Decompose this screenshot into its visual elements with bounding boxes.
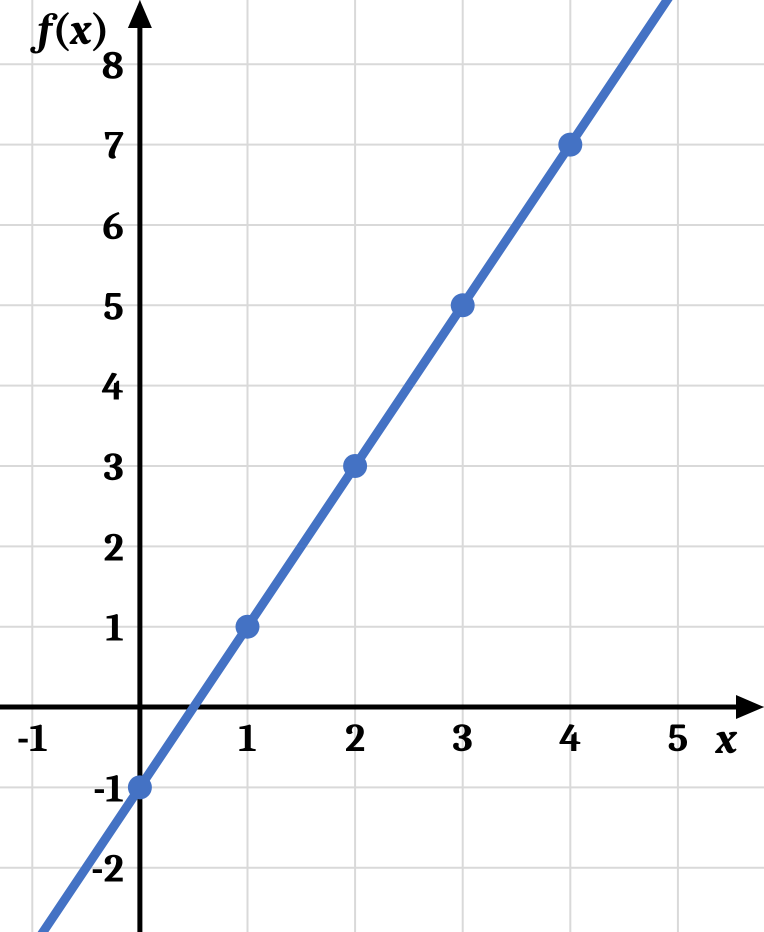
- x-axis-label: x: [715, 713, 738, 764]
- y-tick-label: 3: [104, 444, 124, 490]
- y-tick-label: 5: [103, 283, 124, 329]
- y-tick-label: 6: [102, 203, 124, 249]
- y-tick-label: -2: [91, 846, 124, 892]
- x-tick-label: -1: [17, 715, 48, 761]
- y-tick-label: 7: [104, 123, 124, 169]
- x-tick-label: 3: [453, 715, 473, 761]
- x-tick-label: 5: [668, 715, 689, 761]
- y-tick-label: 1: [106, 605, 124, 651]
- y-tick-label: 2: [104, 524, 124, 570]
- x-tick-label: 4: [559, 715, 581, 761]
- y-tick-label: -1: [93, 765, 124, 811]
- x-tick-label: 2: [345, 715, 365, 761]
- x-tick-label: 1: [238, 715, 256, 761]
- linear-function-chart: -112345-2-112345678f(x)x: [0, 0, 764, 932]
- y-tick-label: 4: [102, 364, 124, 410]
- chart-svg: -112345-2-112345678f(x)x: [0, 0, 764, 932]
- y-axis-label: f(x): [30, 4, 110, 55]
